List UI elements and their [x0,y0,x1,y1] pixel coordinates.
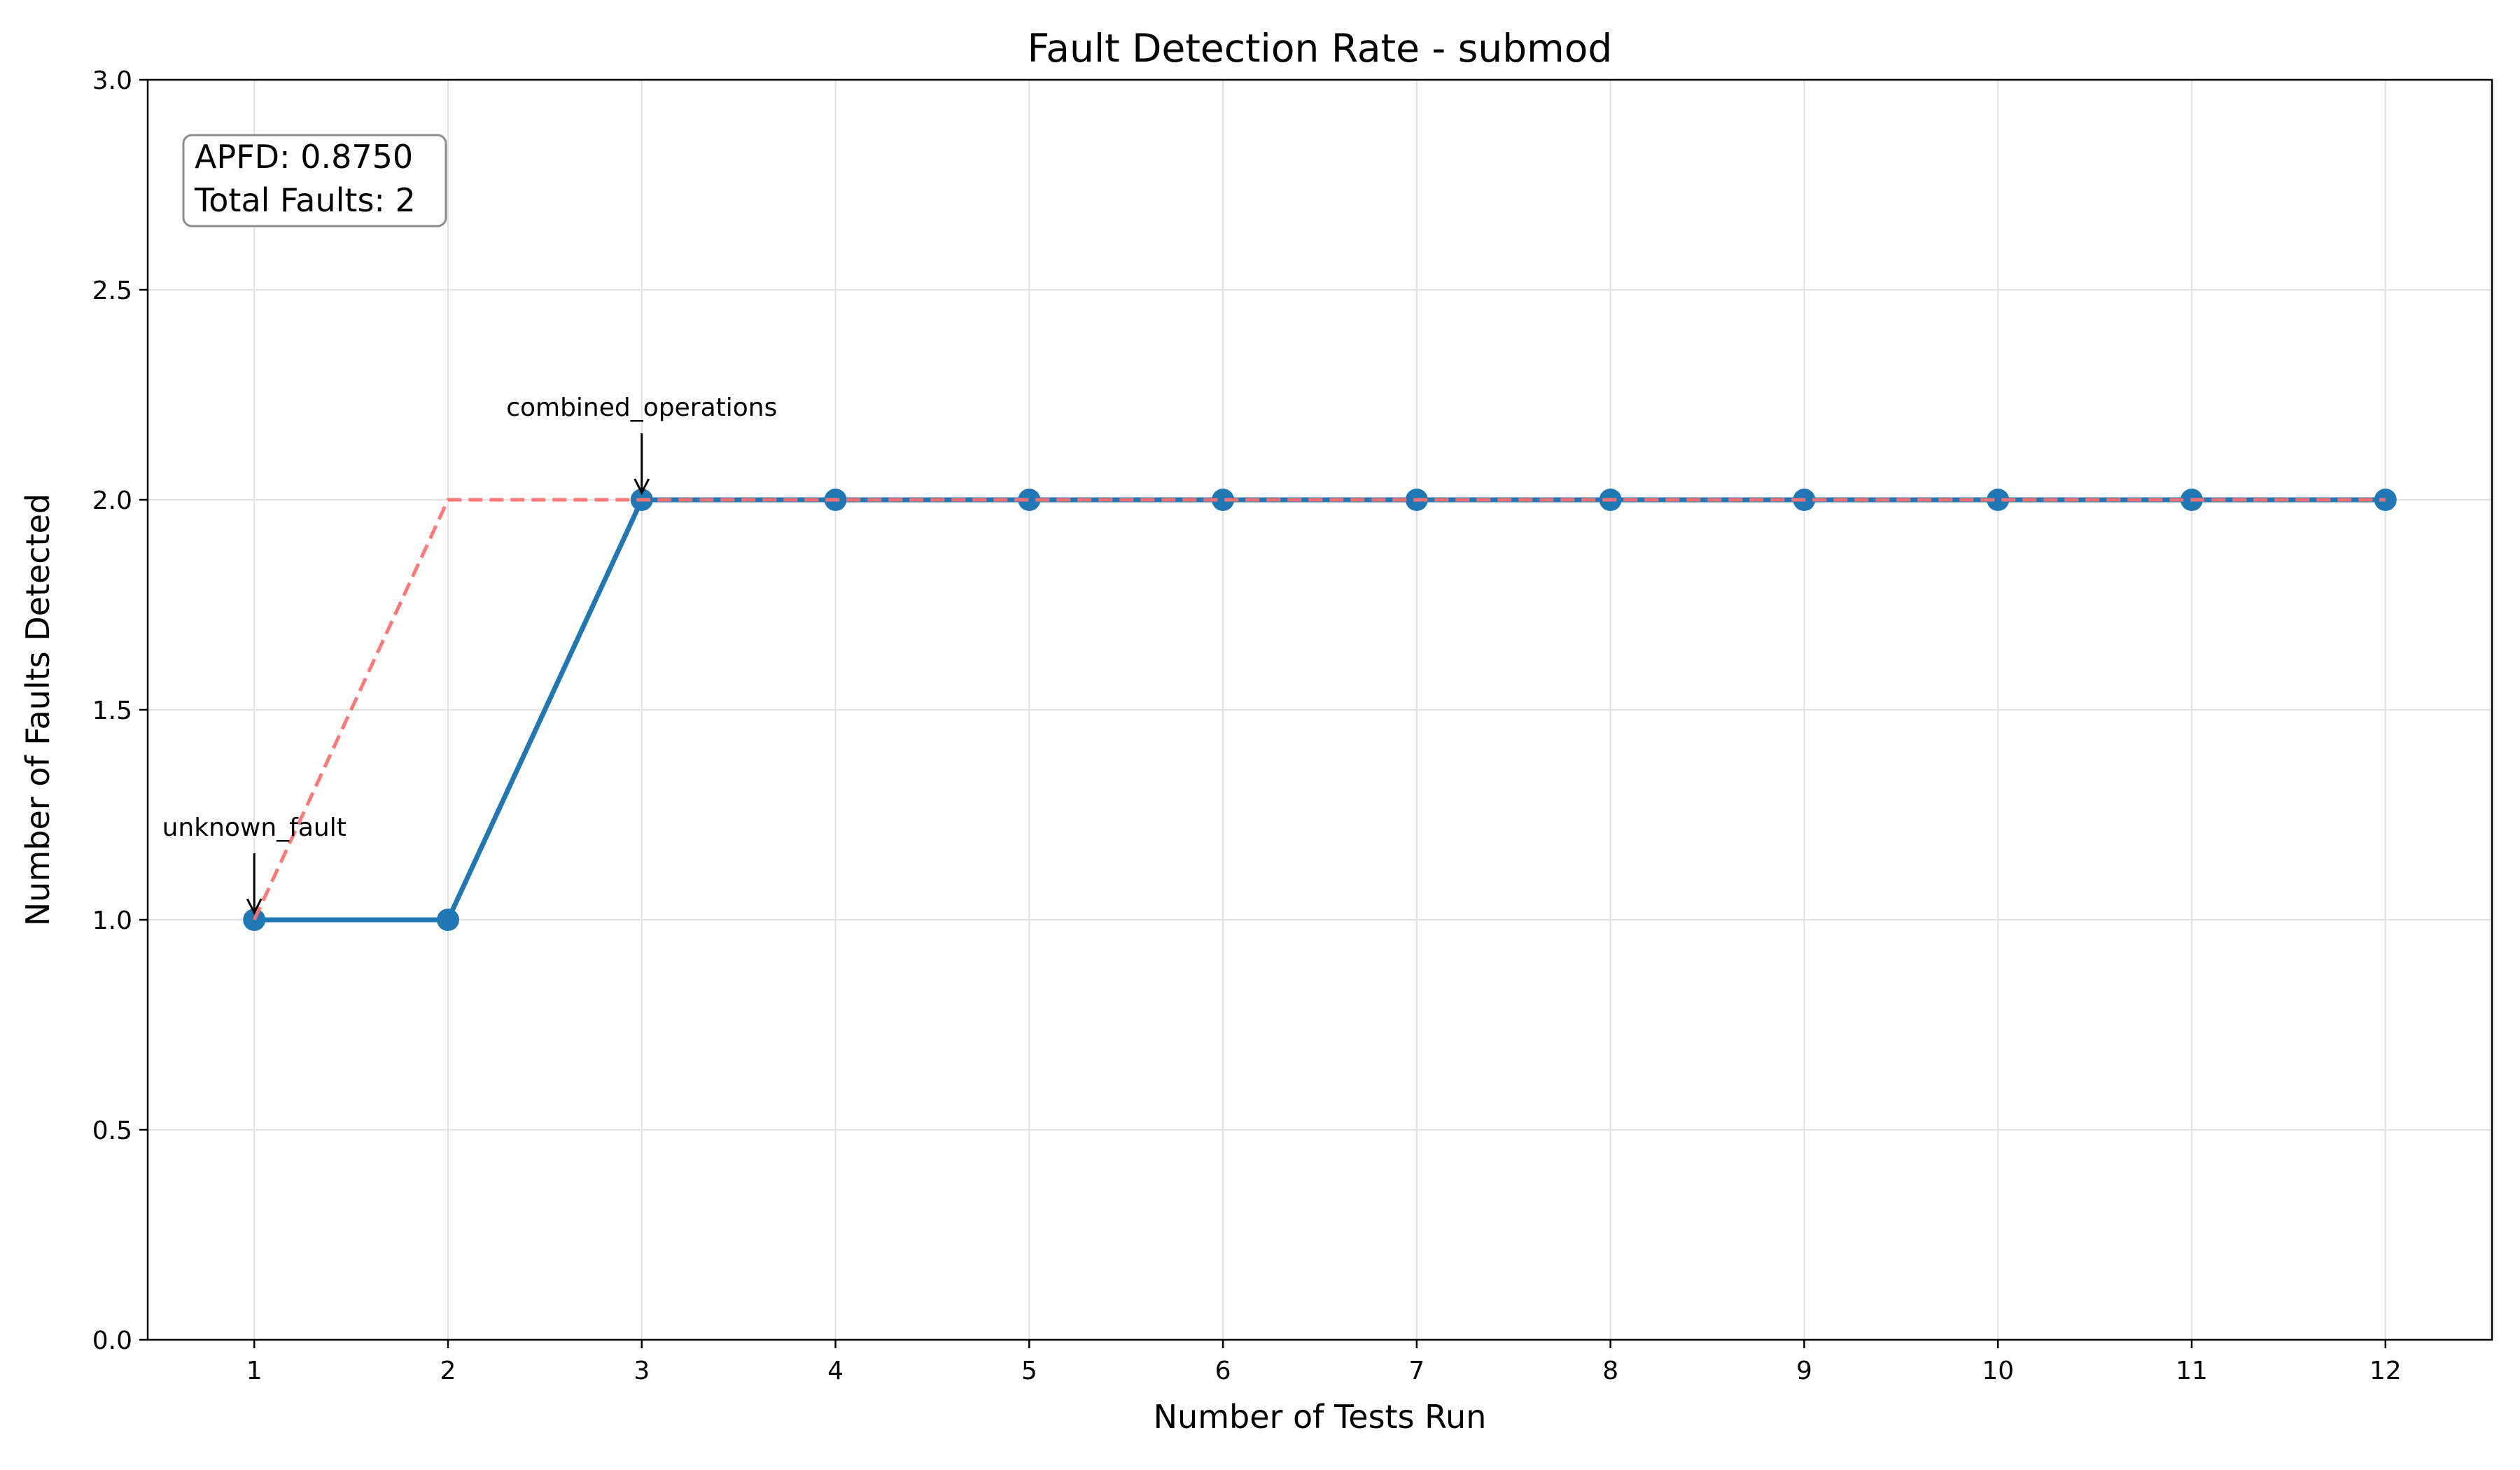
info-box-frame [182,134,447,227]
x-axis-ticks: 1 2 3 4 5 6 7 8 9 10 11 12 [246,1340,2402,1385]
series-layer [243,489,2397,931]
y-tick-label: 3.0 [92,66,132,95]
annotations: unknown_fault combined_operations [162,393,777,916]
y-tick-label: 1.5 [92,696,132,725]
y-axis-ticks: 0.0 0.5 1.0 1.5 2.0 2.5 3.0 [92,66,148,1355]
x-tick-label: 9 [1796,1357,1812,1385]
x-tick-label: 6 [1215,1357,1231,1385]
x-tick-label: 10 [1982,1357,2014,1385]
apfd-text: APFD: 0.8750 [195,138,413,176]
annotation-arrow-head [246,898,262,916]
x-tick-label: 4 [827,1357,844,1385]
y-tick-label: 1.0 [92,906,132,935]
x-axis-label: Number of Tests Run [1154,1398,1487,1436]
optimal-faults-line [252,498,2386,921]
y-tick-label: 2.0 [92,486,132,515]
total-faults-text: Total Faults: 2 [194,181,416,219]
x-tick-label: 12 [2370,1357,2402,1385]
y-tick-label: 0.5 [92,1116,132,1145]
x-tick-label: 5 [1021,1357,1037,1385]
annotation-label: combined_operations [506,393,777,422]
x-tick-label: 1 [246,1357,262,1385]
detected-faults-point [1018,489,1041,511]
y-tick-label: 2.5 [92,276,132,305]
x-tick-label: 2 [440,1357,456,1385]
x-tick-label: 11 [2176,1357,2208,1385]
annotation-label: unknown_fault [162,813,346,842]
detected-faults-point [1212,489,1235,511]
y-tick-label: 0.0 [92,1326,132,1355]
detected-faults-point [1987,489,2010,511]
y-axis-label: Number of Faults Detected [19,493,57,926]
chart-title: Fault Detection Rate - submod [1028,26,1613,71]
annotation-arrow-head [634,478,650,496]
x-tick-label: 3 [634,1357,650,1385]
info-box: APFD: 0.8750 Total Faults: 2 [182,134,447,227]
x-tick-label: 7 [1408,1357,1424,1385]
detected-faults-point [437,909,460,931]
x-tick-label: 8 [1602,1357,1618,1385]
